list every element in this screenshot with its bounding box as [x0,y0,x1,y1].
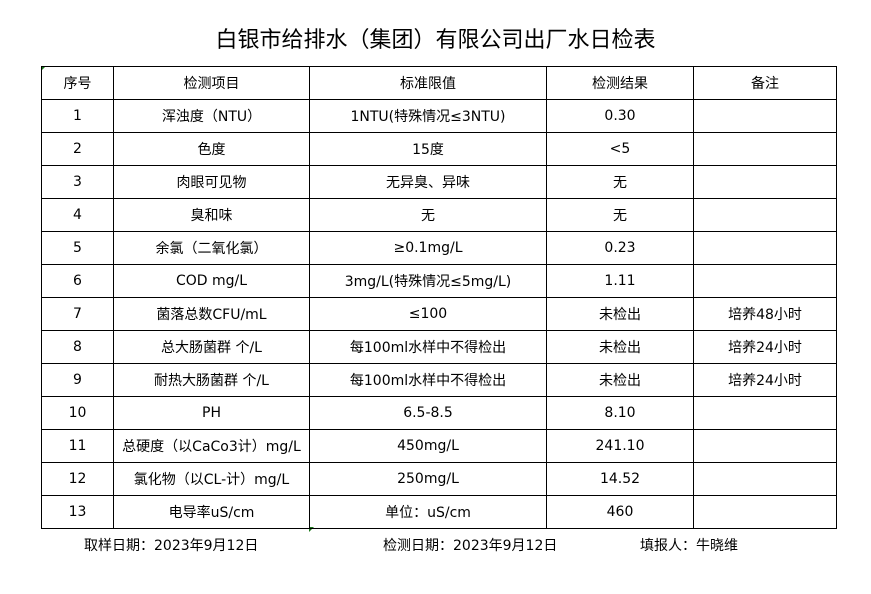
table-cell: 氯化物（以CL-计）mg/L [113,462,310,496]
table-cell: 9 [41,363,114,397]
table-cell: 总大肠菌群 个/L [113,330,310,364]
table-cell: 14.52 [546,462,694,496]
table-cell [693,132,837,166]
table-row: 8 总大肠菌群 个/L 每100ml水样中不得检出 未检出 培养24小时 [41,330,837,364]
table-row: 2 色度 15度 <5 [41,132,837,166]
table-cell [693,264,837,298]
table-cell: 总硬度（以CaCo3计）mg/L [113,429,310,463]
table-row: 11 总硬度（以CaCo3计）mg/L 450mg/L 241.10 [41,429,837,463]
table-row: 1 浑浊度（NTU） 1NTU(特殊情况≤3NTU) 0.30 [41,99,837,133]
reporter: 填报人：牛晓维 [640,538,738,554]
table-cell: 8 [41,330,114,364]
table-row: 3 肉眼可见物 无异臭、异味无 [41,165,837,199]
table-cell: 1 [41,99,114,133]
table-cell: 4 [41,198,114,232]
table-cell: 培养24小时 [693,330,837,364]
page-title: 白银市给排水（集团）有限公司出厂水日检表 [215,28,656,53]
table-cell: 5 [41,231,114,265]
table-cell: 单位：uS/cm [309,495,547,529]
table-cell: 电导率uS/cm [113,495,310,529]
table-cell: 1.11 [546,264,694,298]
table-cell [693,231,837,265]
table-cell: 每100ml水样中不得检出 [309,330,547,364]
column-header: 检测项目 [113,66,310,100]
table-cell: 浑浊度（NTU） [113,99,310,133]
table-cell [693,99,837,133]
table-cell: 8.10 [546,396,694,430]
inspection-table: 序号 检测项目 标准限值 检测结果 备注 1 浑浊度（NTU） 1NTU(特殊情况≤3NTU… [41,66,837,529]
table-cell: 7 [41,297,114,331]
table-row: 9 耐热大肠菌群 个/L 每100ml水样中不得检出 未检出 培养24小时 [41,363,837,397]
table-cell: 15度 [309,132,547,166]
table-cell: 色度 [113,132,310,166]
header-row: 序号 检测项目 标准限值 检测结果 备注 [41,66,837,100]
table-cell: 3mg/L(特殊情况≤5mg/L) [309,264,547,298]
column-header: 检测结果 [546,66,694,100]
table-cell: ≤100 [309,297,547,331]
cell-marker-icon [309,527,314,532]
table-cell: 6 [41,264,114,298]
table-cell [693,429,837,463]
table-cell: 余氯（二氧化氯） [113,231,310,265]
table-cell: 250mg/L [309,462,547,496]
table-cell: 0.23 [546,231,694,265]
table-cell: 10 [41,396,114,430]
table-cell: 无 [309,198,547,232]
table-cell: 0.30 [546,99,694,133]
table-cell: 肉眼可见物 [113,165,310,199]
table-cell: 每100ml水样中不得检出 [309,363,547,397]
table-row: 5 余氯（二氧化氯） ≥0.1mg/L 0.23 [41,231,837,265]
table-cell: 2 [41,132,114,166]
table-row: 7 菌落总数CFU/mL ≤100 未检出 培养48小时 [41,297,837,331]
test-date: 检测日期：2023年9月12日 [383,538,558,554]
column-header: 备注 [693,66,837,100]
table-cell: 培养24小时 [693,363,837,397]
sample-date: 取样日期：2023年9月12日 [84,538,259,554]
table-cell: 未检出 [546,363,694,397]
table-cell: 6.5-8.5 [309,396,547,430]
column-header: 序号 [41,66,114,100]
table-cell: 菌落总数CFU/mL [113,297,310,331]
table-cell: <5 [546,132,694,166]
table-row: 6 COD mg/L 3mg/L(特殊情况≤5mg/L) 1.11 [41,264,837,298]
table-cell: 13 [41,495,114,529]
table-cell [693,198,837,232]
table-cell: 11 [41,429,114,463]
table-cell: 耐热大肠菌群 个/L [113,363,310,397]
table-cell [693,495,837,529]
column-header: 标准限值 [309,66,547,100]
table-cell: 臭和味 [113,198,310,232]
table-cell [693,396,837,430]
table-cell: PH [113,396,310,430]
table-cell: 无 [546,165,694,199]
table-row: 13 电导率uS/cm 单位：uS/cm 460 [41,495,837,529]
table-cell: 460 [546,495,694,529]
table-cell: 12 [41,462,114,496]
table-cell: 3 [41,165,114,199]
table-cell: 无 [546,198,694,232]
table-cell: 未检出 [546,330,694,364]
table-cell [693,165,837,199]
table-row: 4 臭和味无无 [41,198,837,232]
table-cell [693,462,837,496]
table-cell: ≥0.1mg/L [309,231,547,265]
table-cell: 1NTU(特殊情况≤3NTU) [309,99,547,133]
table-row: 12 氯化物（以CL-计）mg/L 250mg/L 14.52 [41,462,837,496]
table-cell: 无异臭、异味 [309,165,547,199]
table-cell: 450mg/L [309,429,547,463]
table-cell: 241.10 [546,429,694,463]
table-cell: COD mg/L [113,264,310,298]
table-cell: 未检出 [546,297,694,331]
table-row: 10 PH 6.5-8.5 8.10 [41,396,837,430]
table-cell: 培养48小时 [693,297,837,331]
